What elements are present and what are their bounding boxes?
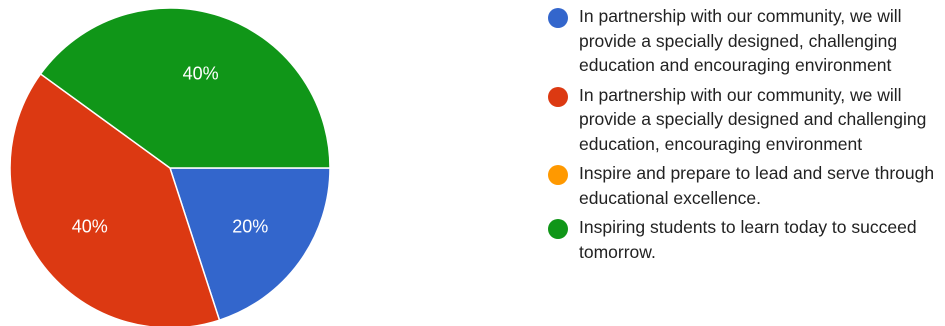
legend-swatch-1	[548, 8, 568, 28]
chart-legend: In partnership with our community, we wi…	[548, 4, 943, 269]
pie-slice-1[interactable]	[168, 167, 331, 322]
legend-label-3: Inspire and prepare to lead and serve th…	[579, 163, 935, 208]
slice-label-2: 40%	[72, 216, 108, 236]
pie-chart: 20% 40% 40%	[9, 7, 331, 326]
legend-label-2: In partnership with our community, we wi…	[579, 84, 927, 154]
legend-swatch-2	[548, 86, 568, 107]
legend-item-4[interactable]: Inspiring students to learn today to suc…	[548, 215, 943, 264]
legend-item-3[interactable]: Inspire and prepare to lead and serve th…	[548, 161, 943, 210]
legend-label-1: In partnership with our community, we wi…	[579, 6, 902, 75]
legend-swatch-3	[548, 165, 568, 185]
legend-swatch-4	[548, 219, 568, 239]
legend-item-2[interactable]: In partnership with our community, we wi…	[548, 83, 943, 157]
slice-label-4: 40%	[183, 64, 219, 84]
legend-label-4: Inspiring students to learn today to suc…	[579, 217, 917, 262]
pie-slice-2[interactable]	[9, 72, 221, 326]
legend-item-1[interactable]: In partnership with our community, we wi…	[548, 4, 943, 78]
slice-label-1: 20%	[232, 216, 268, 236]
pie-slice-4[interactable]	[39, 7, 331, 169]
